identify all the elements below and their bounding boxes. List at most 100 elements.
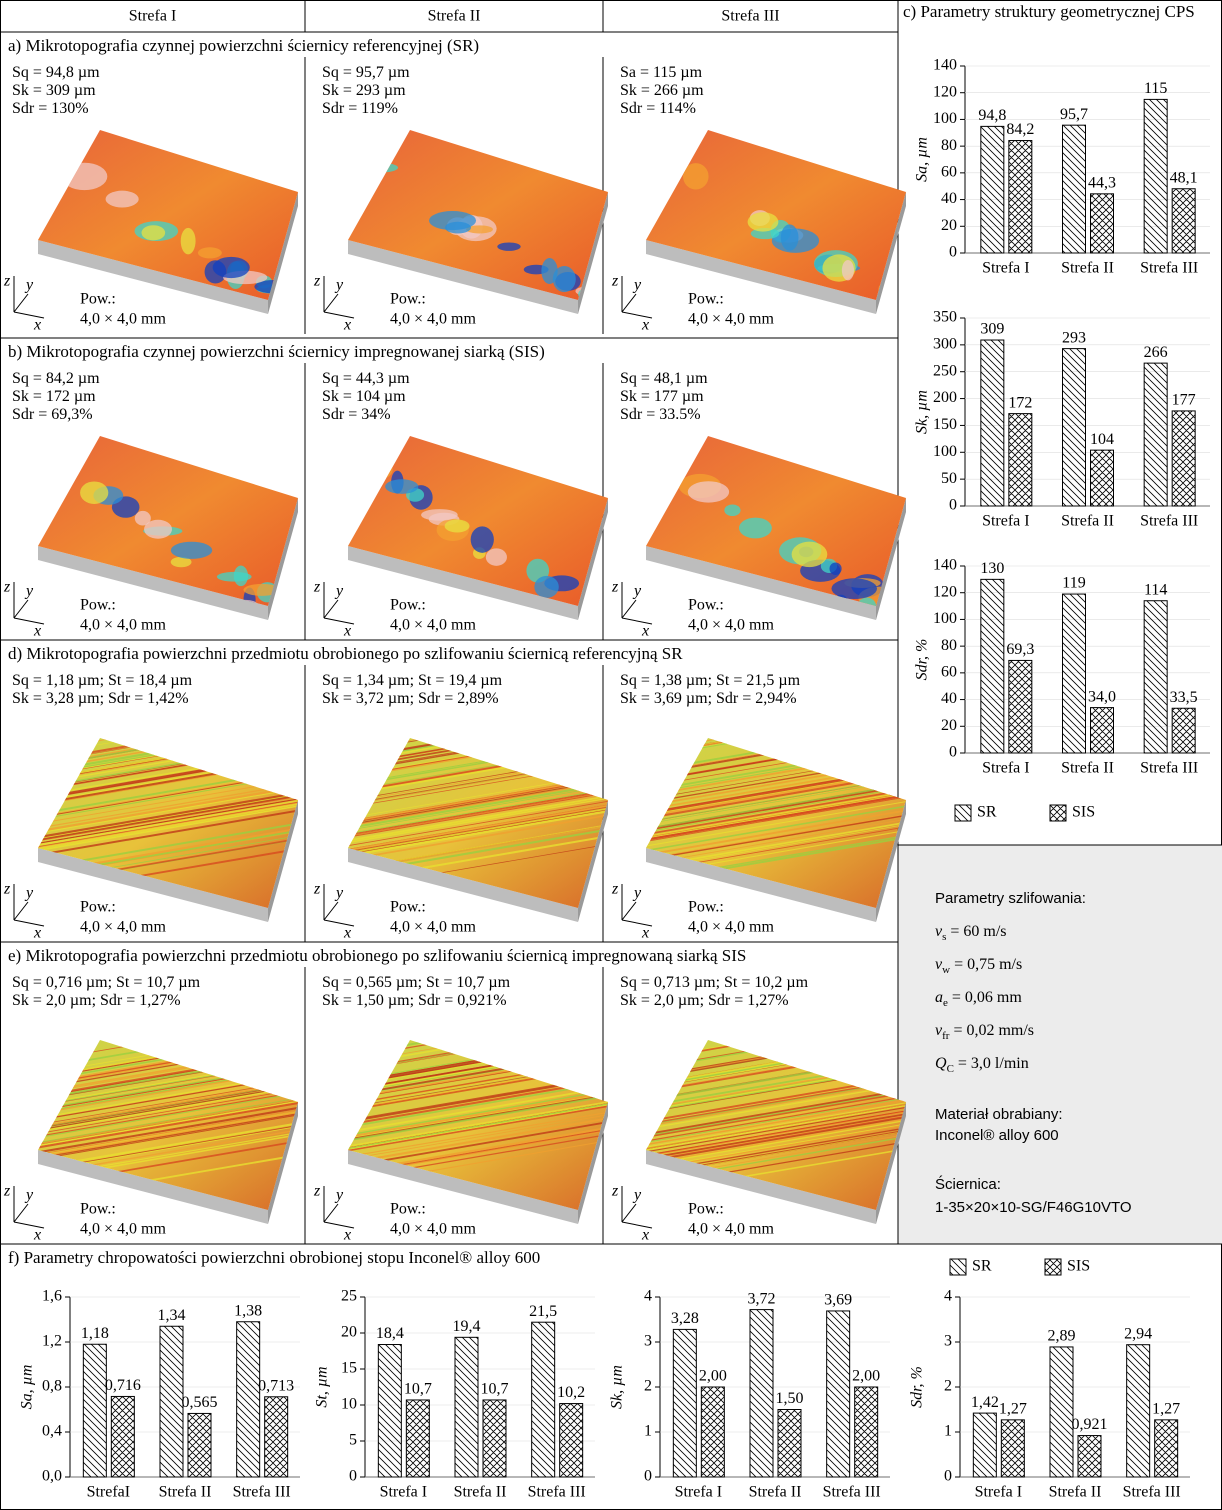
y-tick-label: 1 (944, 1423, 952, 1440)
axis-letter: x (343, 1227, 351, 1244)
surface-feature (61, 162, 108, 191)
y-tick-label: 4 (944, 1288, 952, 1305)
y-tick-label: 80 (941, 637, 957, 654)
y-tick-label: 2 (944, 1378, 952, 1395)
axis-icon (13, 901, 29, 921)
x-tick-label: Strefa II (454, 1484, 507, 1501)
surface-side (578, 800, 608, 922)
surface-side (646, 1150, 876, 1224)
x-tick-label: Strefa II (159, 1484, 212, 1501)
param-sym: Q (935, 1055, 947, 1072)
bar (1126, 1344, 1151, 1478)
surface-stripe (348, 1040, 608, 1066)
x-tick-label: Strefa I (982, 260, 1030, 277)
cell-parameter: Sa = 115 µm (620, 64, 703, 81)
x-tick-label: Strefa III (1140, 760, 1198, 777)
surface-stripe (348, 794, 608, 853)
value-label: 21,5 (529, 1303, 557, 1320)
surface-side (876, 192, 906, 314)
scan-label: Pow.: (688, 899, 724, 916)
surface-stripe (38, 1093, 298, 1154)
param-item: vs = 60 m/s (935, 923, 1007, 946)
bar (377, 1344, 402, 1478)
y-tick-label: 0 (949, 744, 957, 761)
surface-stripe (646, 787, 906, 848)
bar (700, 1386, 725, 1478)
surface-stripe (348, 790, 608, 851)
legend-swatch (954, 804, 972, 822)
value-label: 115 (1144, 80, 1167, 97)
surface-side (646, 848, 876, 922)
panel-label: e) Mikrotopografia powierzchni przedmiot… (8, 946, 747, 965)
bar (1090, 449, 1114, 507)
x-tick-label: Strefa I (982, 513, 1030, 530)
surface-stripe (38, 788, 298, 849)
axis-letter: y (24, 277, 34, 294)
value-label: 69,3 (1006, 641, 1034, 658)
surface-feature (771, 228, 820, 253)
value-label: 95,7 (1060, 106, 1088, 123)
value-label: 10,7 (404, 1381, 432, 1398)
bar (1008, 659, 1033, 754)
legend-label: SR (972, 1258, 992, 1275)
value-label: 44,3 (1088, 174, 1116, 191)
surface-feature (584, 609, 628, 630)
axis-letter: x (641, 317, 649, 334)
y-tick-label: 20 (941, 217, 957, 234)
surface-stripe (646, 784, 906, 844)
value-label: 293 (1062, 329, 1086, 346)
surface-side (268, 1102, 298, 1224)
axis-letter: z (611, 881, 619, 898)
surface-feature (831, 578, 877, 600)
surface-side (646, 240, 876, 314)
y-axis-label: Sa, µm (19, 1365, 36, 1410)
value-label: 177 (1172, 392, 1196, 409)
cell-parameter: Sq = 84,2 µm (12, 370, 100, 387)
surface-feature (105, 190, 139, 208)
value-label: 0,716 (105, 1377, 141, 1394)
surface-feature (144, 519, 173, 539)
bar (777, 1409, 802, 1478)
surface-feature (898, 295, 906, 300)
axis-letter: x (343, 623, 351, 640)
surface-stripe (348, 738, 608, 766)
value-label: 84,2 (1006, 121, 1034, 138)
surface-stripe (348, 797, 608, 858)
param-sub: e (943, 997, 948, 1010)
y-tick-label: 120 (933, 583, 957, 600)
surface-side (578, 1102, 608, 1224)
cell-parameter: Sk = 172 µm (12, 388, 96, 405)
y-tick-label: 4 (644, 1288, 652, 1305)
scan-label: Pow.: (390, 291, 426, 308)
value-label: 104 (1090, 431, 1114, 448)
scan-label: Pow.: (390, 899, 426, 916)
y-tick-label: 0 (349, 1468, 357, 1485)
scan-size: 4,0 × 4,0 mm (390, 1221, 476, 1238)
axis-letter: x (641, 925, 649, 942)
surface-feature (857, 597, 877, 606)
x-tick-label: Strefa I (975, 1484, 1023, 1501)
panel-label: d) Mikrotopografia powierzchni przedmiot… (8, 644, 683, 663)
y-tick-label: 80 (941, 137, 957, 154)
bar (749, 1309, 774, 1478)
scan-label: Pow.: (688, 291, 724, 308)
legend-label: SR (977, 804, 997, 821)
cell-parameter: Sdr = 114% (620, 100, 696, 117)
bar (531, 1321, 556, 1478)
bar (482, 1399, 507, 1478)
param-text: = 0,06 mm (947, 989, 1022, 1006)
panel-label: f) Parametry chropowatości powierzchni o… (8, 1248, 541, 1267)
y-axis-label: Sdr, % (914, 639, 931, 681)
axis-letter: z (3, 273, 11, 290)
y-tick-label: 100 (933, 610, 957, 627)
param-text: = 3,0 l/min (953, 1055, 1029, 1072)
params-text: Inconel® alloy 600 (935, 1127, 1059, 1144)
params-text: Materiał obrabiany: (935, 1106, 1063, 1123)
surface-feature (134, 510, 151, 526)
axis-icon (621, 293, 637, 313)
axis-icon (13, 1203, 29, 1223)
axis-icon (323, 617, 355, 625)
bar (1143, 600, 1168, 754)
surface-feature (466, 225, 494, 234)
param-text: = 0,75 m/s (950, 956, 1023, 973)
